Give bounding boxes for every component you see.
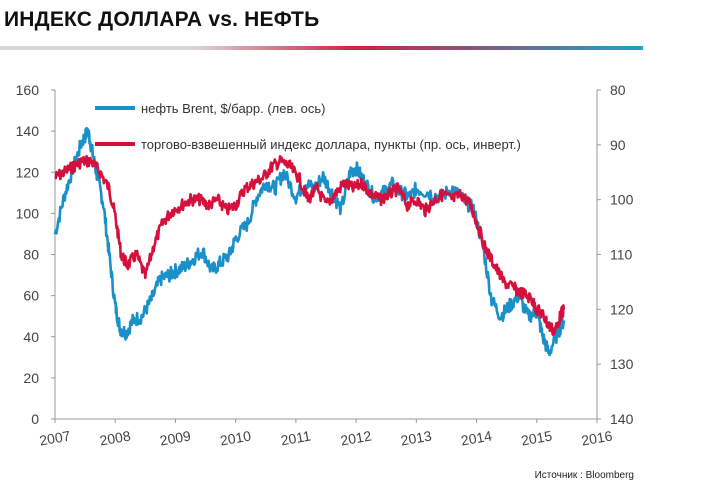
series-line-oil	[53, 126, 566, 357]
axes: 0 20 40 60 80 100 120 140 160 80 90 100 110 120 130 140…	[16, 82, 634, 449]
legend-label: торгово-взвешенный индекс доллара, пункт…	[141, 137, 521, 152]
plot-lines	[53, 126, 566, 357]
legend: нефть Brent, $/барр. (лев. ось) торгово-в…	[95, 101, 521, 152]
right-tick-label: 80	[610, 82, 626, 98]
right-tick-label: 100	[610, 192, 634, 208]
series-line-dollar	[54, 154, 566, 336]
left-tick-label: 140	[16, 123, 40, 139]
x-tick-label: 2007	[38, 427, 72, 448]
right-tick-label: 90	[610, 137, 626, 153]
left-tick-label: 40	[23, 329, 39, 345]
left-tick-label: 120	[16, 164, 40, 180]
page-title: ИНДЕКС ДОЛЛАРА vs. НЕФТЬ	[4, 8, 320, 31]
x-tick-label: 2009	[159, 427, 193, 448]
x-tick-label: 2012	[339, 427, 373, 448]
x-tick-label: 2015	[520, 427, 554, 448]
source-note: Источник : Bloomberg	[534, 470, 634, 481]
title-rule	[0, 46, 643, 50]
right-tick-label: 140	[610, 411, 634, 427]
left-tick-label: 20	[23, 370, 39, 386]
x-tick-label: 2014	[460, 427, 494, 448]
right-tick-label: 120	[610, 301, 634, 317]
right-tick-label: 110	[610, 247, 633, 263]
x-tick-label: 2011	[280, 427, 313, 448]
left-tick-label: 80	[23, 247, 39, 263]
left-tick-label: 60	[23, 288, 39, 304]
x-tick-label: 2016	[580, 427, 614, 448]
legend-label: нефть Brent, $/барр. (лев. ось)	[141, 101, 325, 116]
left-tick-label: 0	[31, 411, 39, 427]
x-tick-label: 2013	[399, 427, 433, 448]
right-tick-label: 130	[610, 356, 634, 372]
left-tick-label: 100	[16, 205, 40, 221]
x-tick-label: 2008	[98, 427, 132, 448]
x-tick-label: 2010	[219, 427, 253, 448]
left-tick-label: 160	[16, 82, 40, 98]
